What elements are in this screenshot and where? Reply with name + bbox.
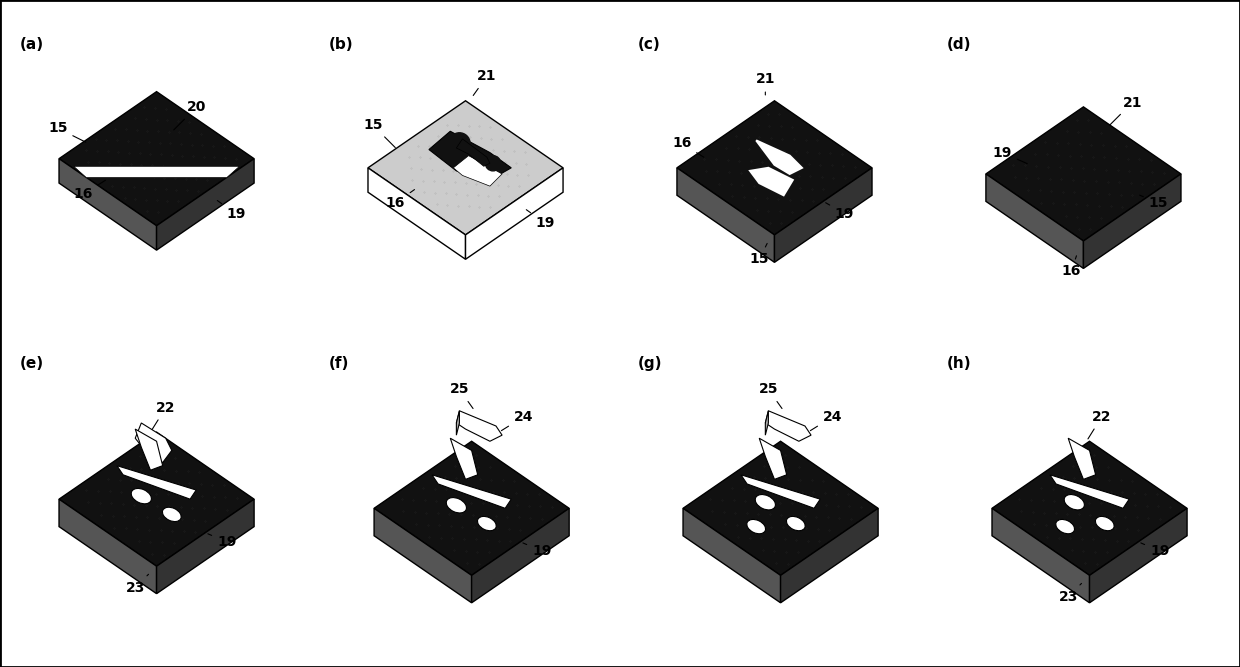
Text: 15: 15 xyxy=(1140,195,1168,210)
Polygon shape xyxy=(156,159,254,250)
Polygon shape xyxy=(454,155,502,186)
Polygon shape xyxy=(60,159,156,250)
Text: 21: 21 xyxy=(755,73,775,95)
Text: 16: 16 xyxy=(1061,256,1081,278)
Polygon shape xyxy=(1090,508,1187,603)
Polygon shape xyxy=(677,168,775,262)
Polygon shape xyxy=(432,475,511,508)
Polygon shape xyxy=(465,168,563,259)
Text: (e): (e) xyxy=(20,356,43,371)
Ellipse shape xyxy=(1095,516,1115,531)
Text: 20: 20 xyxy=(174,101,206,130)
Polygon shape xyxy=(60,91,254,225)
Text: 21: 21 xyxy=(1110,95,1142,125)
Text: 25: 25 xyxy=(759,382,782,408)
Text: 19: 19 xyxy=(1141,543,1169,558)
Text: 15: 15 xyxy=(363,118,396,147)
Ellipse shape xyxy=(746,520,765,534)
Text: 22: 22 xyxy=(153,401,175,430)
Ellipse shape xyxy=(1064,494,1085,510)
Ellipse shape xyxy=(1055,520,1075,534)
Polygon shape xyxy=(374,508,471,603)
Polygon shape xyxy=(368,168,465,259)
Polygon shape xyxy=(986,107,1180,241)
Text: (f): (f) xyxy=(329,356,348,371)
Text: 16: 16 xyxy=(73,180,105,201)
Polygon shape xyxy=(992,442,1187,576)
Text: 24: 24 xyxy=(501,410,533,431)
Text: 19: 19 xyxy=(217,201,246,221)
Text: 19: 19 xyxy=(523,543,552,558)
Polygon shape xyxy=(677,101,872,235)
Ellipse shape xyxy=(162,508,181,522)
Text: 21: 21 xyxy=(474,69,496,95)
Text: (b): (b) xyxy=(329,37,353,52)
Polygon shape xyxy=(986,174,1084,268)
Polygon shape xyxy=(1050,475,1130,508)
Polygon shape xyxy=(775,168,872,262)
Polygon shape xyxy=(756,140,802,174)
Ellipse shape xyxy=(477,516,496,531)
Text: 15: 15 xyxy=(48,121,86,142)
Text: (a): (a) xyxy=(20,37,43,52)
Polygon shape xyxy=(992,508,1090,603)
Text: 19: 19 xyxy=(826,203,854,221)
Polygon shape xyxy=(429,131,511,180)
Ellipse shape xyxy=(786,516,805,531)
Text: (d): (d) xyxy=(946,37,971,52)
Polygon shape xyxy=(471,508,569,603)
Text: 15: 15 xyxy=(749,243,769,266)
Text: 24: 24 xyxy=(811,410,842,431)
Text: (c): (c) xyxy=(637,37,660,52)
Text: 16: 16 xyxy=(386,189,414,210)
Ellipse shape xyxy=(131,488,151,504)
Polygon shape xyxy=(456,411,502,442)
Circle shape xyxy=(449,133,470,154)
Polygon shape xyxy=(759,438,786,480)
Polygon shape xyxy=(1068,438,1096,480)
Text: (g): (g) xyxy=(637,356,662,371)
Text: 19: 19 xyxy=(526,209,556,230)
Ellipse shape xyxy=(446,498,466,513)
Polygon shape xyxy=(456,139,490,166)
Polygon shape xyxy=(765,411,811,442)
Polygon shape xyxy=(1084,174,1180,268)
Polygon shape xyxy=(450,438,477,480)
Text: 23: 23 xyxy=(125,574,149,594)
Ellipse shape xyxy=(755,494,775,510)
Polygon shape xyxy=(156,499,254,594)
Text: 25: 25 xyxy=(450,382,472,408)
Text: 22: 22 xyxy=(1087,410,1111,439)
Text: 19: 19 xyxy=(208,534,237,549)
Polygon shape xyxy=(135,429,162,470)
Polygon shape xyxy=(683,508,780,603)
Circle shape xyxy=(485,155,501,171)
Polygon shape xyxy=(765,411,769,435)
Polygon shape xyxy=(73,166,239,177)
Text: 19: 19 xyxy=(993,145,1027,163)
Text: 23: 23 xyxy=(1059,584,1081,604)
Polygon shape xyxy=(374,442,569,576)
Polygon shape xyxy=(683,442,878,576)
Polygon shape xyxy=(368,101,563,235)
Polygon shape xyxy=(117,466,196,499)
Polygon shape xyxy=(780,508,878,603)
Polygon shape xyxy=(60,432,254,566)
Polygon shape xyxy=(750,168,792,195)
Polygon shape xyxy=(60,499,156,594)
Polygon shape xyxy=(456,411,460,435)
Polygon shape xyxy=(135,423,172,463)
Text: (h): (h) xyxy=(946,356,971,371)
Text: 16: 16 xyxy=(672,137,704,157)
Polygon shape xyxy=(742,475,820,508)
